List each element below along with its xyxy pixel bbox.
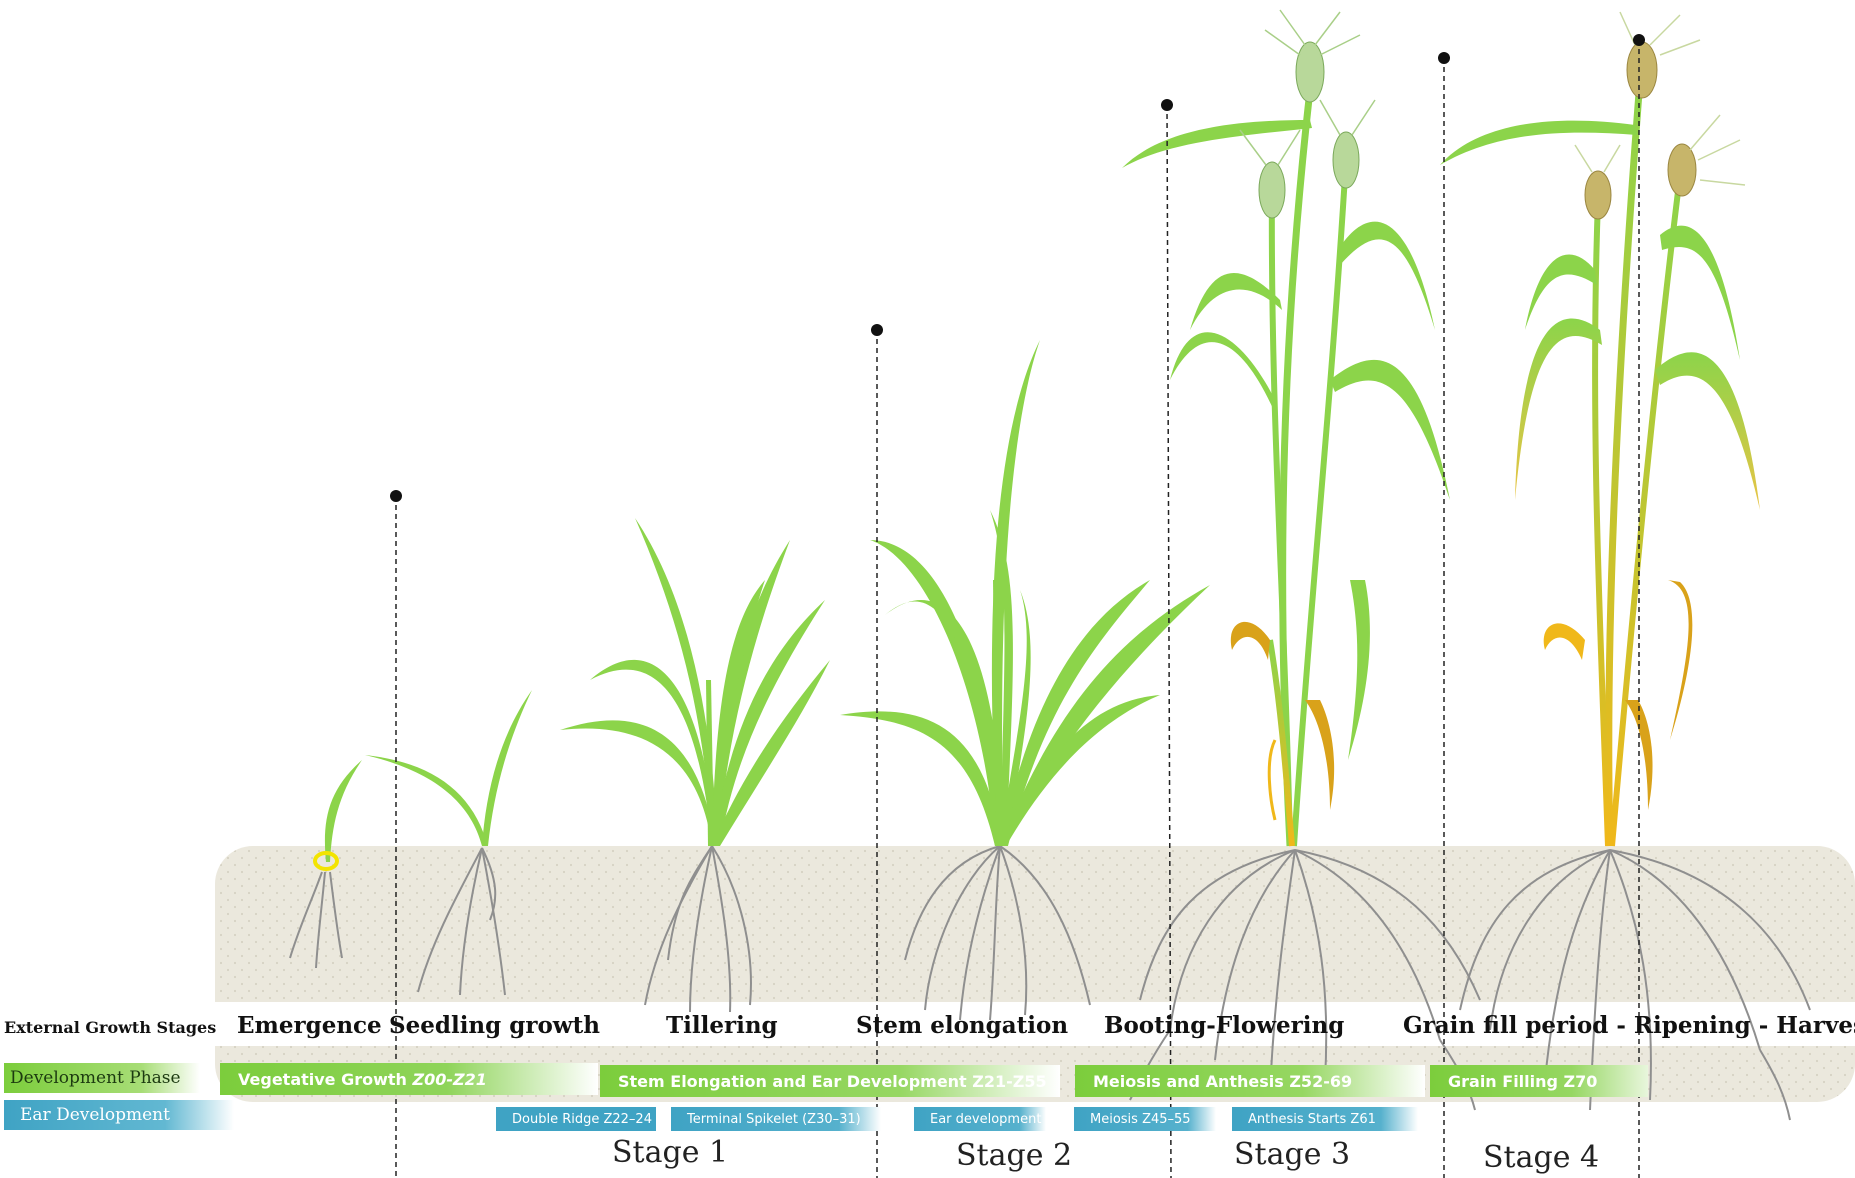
stage-1-label: Stage 1 [612, 1135, 729, 1170]
plant-emergence [313, 760, 362, 871]
phase-grain-filling-label: Grain Filling Z70 [1448, 1071, 1598, 1091]
external-stage-grain-fill: Grain fill period - Ripening - Harvest [1403, 1012, 1855, 1039]
external-stage-stem-elongation: Stem elongation [856, 1012, 1069, 1039]
phase-stem-elongation-label: Stem Elongation and Ear Development Z21-… [618, 1071, 1047, 1091]
ear-anthesis-starts: Anthesis Starts Z61 [1232, 1107, 1418, 1131]
ear-double-ridge: Double Ridge Z22–24 [496, 1107, 656, 1131]
row-label-external: External Growth Stages [4, 1018, 217, 1037]
plant-stem-elongation [840, 340, 1210, 846]
plant-tillering [560, 518, 830, 846]
phase-meiosis-anthesis: Meiosis and Anthesis Z52-69 [1075, 1065, 1425, 1097]
stage-3-label: Stage 3 [1234, 1137, 1351, 1172]
phase-vegetative: Vegetative Growth Z00-Z21 [220, 1063, 598, 1095]
plant-booting-flowering [1122, 9, 1450, 847]
row-label-ear-bg: Ear Development [4, 1100, 234, 1130]
plant-grain-fill [1440, 11, 1760, 847]
phase-vegetative-label: Vegetative Growth [238, 1069, 407, 1089]
ear-anthesis-starts-label: Anthesis Starts Z61 [1248, 1111, 1376, 1127]
row-label-ear: Ear Development [20, 1105, 170, 1125]
ear-ear-development: Ear development [914, 1107, 1046, 1131]
marker-dots [390, 34, 1645, 502]
phase-grain-filling: Grain Filling Z70 [1430, 1065, 1648, 1097]
phase-stem-elongation: Stem Elongation and Ear Development Z21-… [600, 1065, 1060, 1097]
external-stage-seedling: Seedling growth [389, 1012, 600, 1039]
external-stage-booting: Booting-Flowering [1104, 1012, 1345, 1039]
ear-ear-development-label: Ear development [930, 1111, 1042, 1127]
wheat-ear [1258, 41, 1360, 219]
stage-2-label: Stage 2 [956, 1138, 1073, 1173]
stage-4-label: Stage 4 [1483, 1140, 1600, 1175]
roots [289, 845, 1811, 1121]
plant-seedling [365, 690, 532, 846]
row-label-development-bg: Development Phase [4, 1063, 200, 1093]
ear-terminal-spikelet: Terminal Spikelet (Z30–31) [671, 1107, 881, 1131]
row-label-development: Development Phase [10, 1068, 181, 1088]
phase-meiosis-anthesis-label: Meiosis and Anthesis Z52-69 [1093, 1071, 1353, 1091]
ear-terminal-spikelet-label: Terminal Spikelet (Z30–31) [687, 1111, 861, 1127]
ear-meiosis-label: Meiosis Z45–55 [1090, 1111, 1191, 1127]
external-stage-tillering: Tillering [666, 1012, 778, 1039]
external-stage-emergence: Emergence [237, 1012, 382, 1039]
seed [313, 851, 339, 871]
phase-vegetative-code: Z00-Z21 [412, 1069, 487, 1089]
label-strip [215, 1002, 1855, 1046]
wheat-ear [1584, 41, 1697, 220]
ear-double-ridge-label: Double Ridge Z22–24 [512, 1111, 652, 1127]
ear-meiosis: Meiosis Z45–55 [1074, 1107, 1216, 1131]
